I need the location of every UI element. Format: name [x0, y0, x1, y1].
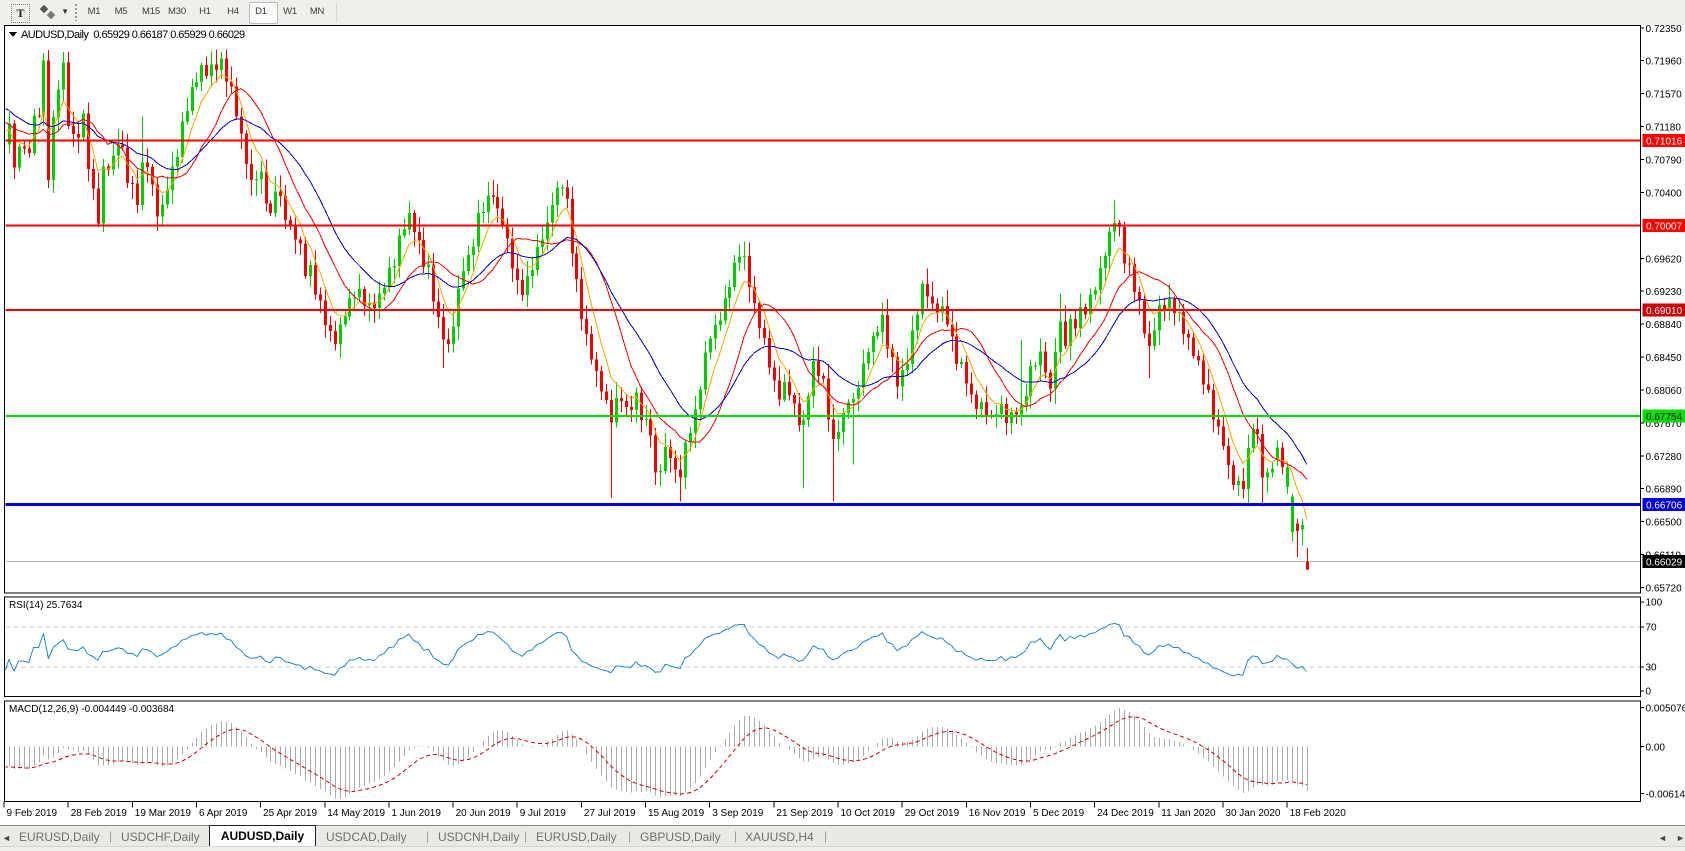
- svg-text:-0.006148: -0.006148: [1646, 789, 1685, 800]
- svg-text:1 Jun 2019: 1 Jun 2019: [391, 808, 441, 819]
- svg-text:0.71960: 0.71960: [1646, 57, 1683, 68]
- svg-text:10 Oct 2019: 10 Oct 2019: [841, 808, 896, 819]
- svg-text:AUDUSD,Daily 0.65929 0.66187: AUDUSD,Daily 0.65929 0.66187 0.65929 0.6…: [21, 29, 245, 41]
- svg-text:14 May 2019: 14 May 2019: [327, 808, 385, 819]
- svg-text:18 Feb 2020: 18 Feb 2020: [1290, 808, 1347, 819]
- svg-text:11 Jan 2020: 11 Jan 2020: [1161, 808, 1216, 819]
- svg-text:0.67754: 0.67754: [1646, 412, 1683, 423]
- svg-text:29 Oct 2019: 29 Oct 2019: [905, 808, 960, 819]
- svg-text:0.69620: 0.69620: [1646, 254, 1683, 265]
- svg-text:5 Dec 2019: 5 Dec 2019: [1033, 808, 1085, 819]
- svg-text:0.68060: 0.68060: [1646, 386, 1683, 397]
- svg-text:0.66500: 0.66500: [1646, 518, 1683, 529]
- svg-text:0: 0: [1646, 687, 1652, 698]
- svg-text:9 Jul 2019: 9 Jul 2019: [520, 808, 567, 819]
- svg-text:0.70007: 0.70007: [1646, 222, 1683, 233]
- svg-text:100: 100: [1646, 598, 1663, 609]
- svg-text:6 Apr 2019: 6 Apr 2019: [199, 808, 248, 819]
- svg-text:0.65720: 0.65720: [1646, 584, 1683, 595]
- svg-text:21 Sep 2019: 21 Sep 2019: [776, 808, 833, 819]
- svg-text:19 Mar 2019: 19 Mar 2019: [135, 808, 192, 819]
- svg-text:20 Jun 2019: 20 Jun 2019: [456, 808, 511, 819]
- svg-text:0.71016: 0.71016: [1646, 136, 1683, 147]
- svg-text:0.66706: 0.66706: [1646, 500, 1683, 511]
- svg-text:0.66890: 0.66890: [1646, 485, 1683, 496]
- svg-text:0.68840: 0.68840: [1646, 320, 1683, 331]
- svg-text:3 Sep 2019: 3 Sep 2019: [712, 808, 764, 819]
- svg-text:30 Jan 2020: 30 Jan 2020: [1225, 808, 1280, 819]
- svg-text:0.66029: 0.66029: [1646, 557, 1683, 568]
- svg-text:0.71180: 0.71180: [1646, 123, 1682, 134]
- svg-text:27 Jul 2019: 27 Jul 2019: [584, 808, 636, 819]
- svg-text:16 Nov 2019: 16 Nov 2019: [969, 808, 1026, 819]
- svg-text:MACD(12,26,9) -0.004449 -0.003: MACD(12,26,9) -0.004449 -0.003684: [9, 704, 175, 715]
- svg-text:RSI(14) 25.7634: RSI(14) 25.7634: [9, 600, 83, 611]
- svg-text:9 Feb 2019: 9 Feb 2019: [7, 808, 58, 819]
- svg-text:0.71570: 0.71570: [1646, 90, 1683, 101]
- svg-text:0.72350: 0.72350: [1646, 24, 1683, 35]
- svg-text:0.70790: 0.70790: [1646, 156, 1683, 167]
- svg-text:24 Dec 2019: 24 Dec 2019: [1097, 808, 1154, 819]
- svg-text:0.00: 0.00: [1646, 743, 1666, 754]
- svg-text:28 Feb 2019: 28 Feb 2019: [71, 808, 128, 819]
- svg-text:70: 70: [1646, 623, 1658, 634]
- svg-text:0.69230: 0.69230: [1646, 287, 1683, 298]
- svg-text:30: 30: [1646, 662, 1658, 673]
- svg-text:0.68450: 0.68450: [1646, 353, 1683, 364]
- svg-text:15 Aug 2019: 15 Aug 2019: [648, 808, 705, 819]
- svg-text:0.70400: 0.70400: [1646, 188, 1683, 199]
- svg-text:25 Apr 2019: 25 Apr 2019: [263, 808, 317, 819]
- svg-text:0.67280: 0.67280: [1646, 452, 1683, 463]
- svg-text:0.69010: 0.69010: [1646, 306, 1683, 317]
- svg-text:0.005076: 0.005076: [1646, 704, 1685, 715]
